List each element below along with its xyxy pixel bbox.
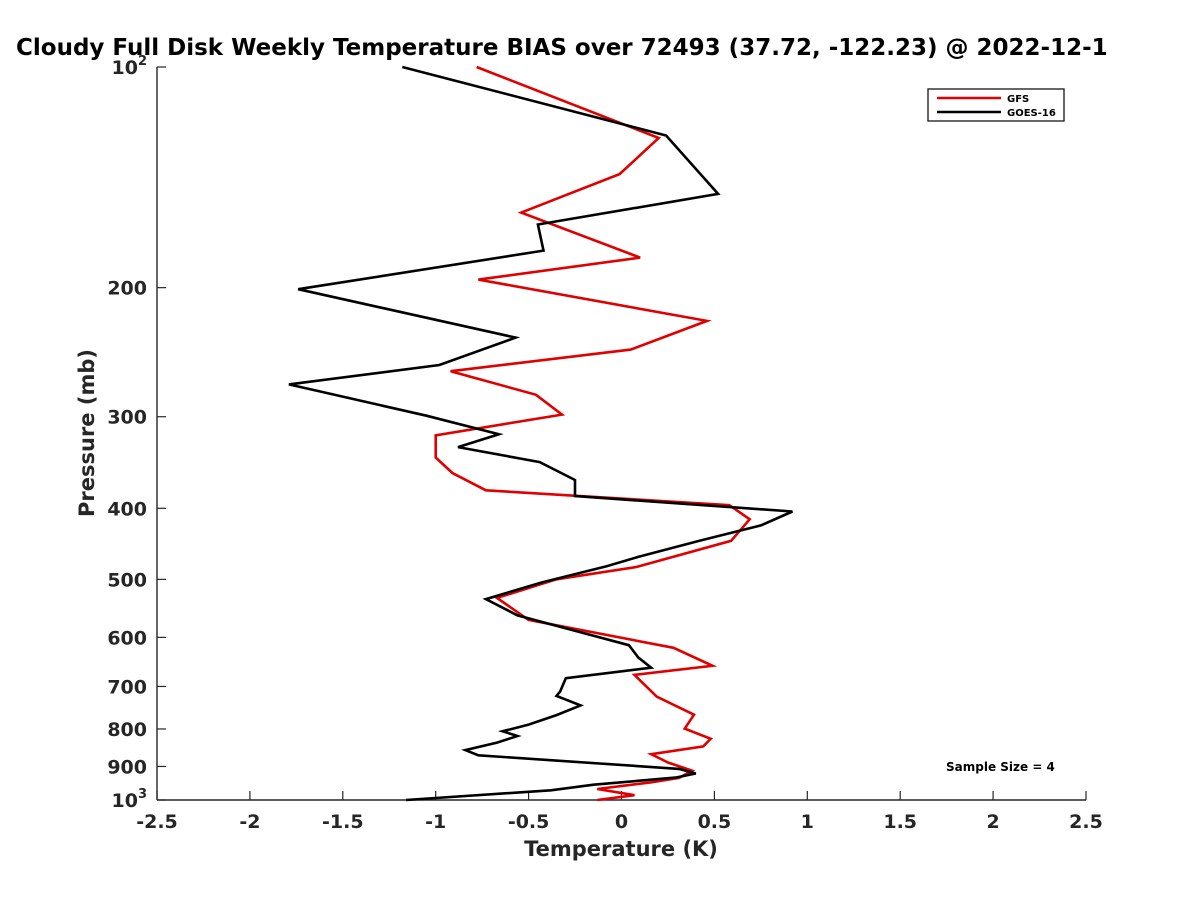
legend-label: GOES-16 xyxy=(1007,108,1056,119)
y-tick-label: 600 xyxy=(107,627,147,649)
series-line-goes-16 xyxy=(288,65,793,802)
y-tick-label: 500 xyxy=(107,569,147,591)
legend-label: GFS xyxy=(1007,94,1029,105)
x-tick-label: 0.5 xyxy=(698,811,732,833)
y-tick-label: 200 xyxy=(107,278,147,300)
legend-box xyxy=(927,88,1065,122)
y-tick-label: 900 xyxy=(107,756,147,778)
x-axis-label: Temperature (K) xyxy=(524,837,718,861)
chart-title: Cloudy Full Disk Weekly Temperature BIAS… xyxy=(16,35,1108,61)
y-tick-label: 800 xyxy=(107,719,147,741)
y-tick-label: 700 xyxy=(107,676,147,698)
sample-size-annotation: Sample Size = 4 xyxy=(946,760,1055,774)
x-tick-label: 2 xyxy=(986,811,999,833)
y-tick-label: 300 xyxy=(107,407,147,429)
y-tick-label: 400 xyxy=(107,498,147,520)
series-lines xyxy=(288,65,793,802)
x-tick-label: 1 xyxy=(801,811,814,833)
y-tick-label: 102 xyxy=(112,54,148,79)
y-axis-label: Pressure (mb) xyxy=(75,349,99,517)
x-tick-label: 1.5 xyxy=(883,811,917,833)
x-tick-label: -1.5 xyxy=(322,811,364,833)
x-tick-label: 2.5 xyxy=(1069,811,1103,833)
series-line-gfs xyxy=(434,65,752,802)
axes: -2.5 -2 -1.5 -1 -0.5 0 0.5 1 1.5 2 2.5 102 200 300 400… xyxy=(107,54,1103,833)
x-tick-label: -2.5 xyxy=(136,811,178,833)
x-tick-label: -1 xyxy=(425,811,446,833)
y-tick-label: 103 xyxy=(112,787,148,812)
legend: GFS GOES-16 xyxy=(927,88,1065,122)
x-tick-label: -2 xyxy=(239,811,260,833)
x-tick-label: -0.5 xyxy=(508,811,550,833)
x-tick-label: 0 xyxy=(615,811,628,833)
